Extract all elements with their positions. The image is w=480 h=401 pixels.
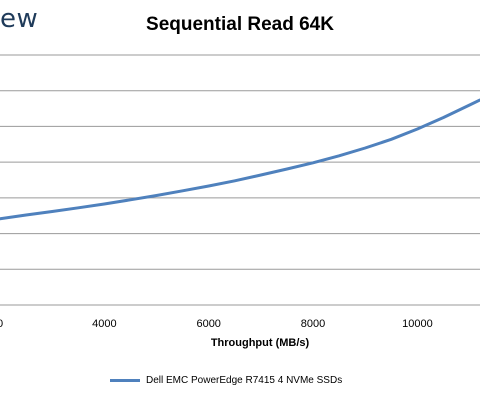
x-tick-label: 0 [0, 318, 3, 330]
brand-logo: ew [0, 4, 39, 34]
legend-swatch [110, 378, 140, 382]
legend-label: Dell EMC PowerEdge R7415 4 NVMe SSDs [146, 374, 343, 386]
series-line [0, 98, 480, 221]
x-tick-label: 4000 [92, 318, 116, 330]
chart-title: Sequential Read 64K [146, 14, 334, 35]
x-axis-label: Throughput (MB/s) [210, 337, 310, 349]
x-tick-label: 8000 [301, 318, 325, 330]
x-tick-label: 6000 [196, 318, 220, 330]
x-tick-label: 10000 [402, 318, 433, 330]
legend: Dell EMC PowerEdge R7415 4 NVMe SSDs [110, 373, 342, 387]
